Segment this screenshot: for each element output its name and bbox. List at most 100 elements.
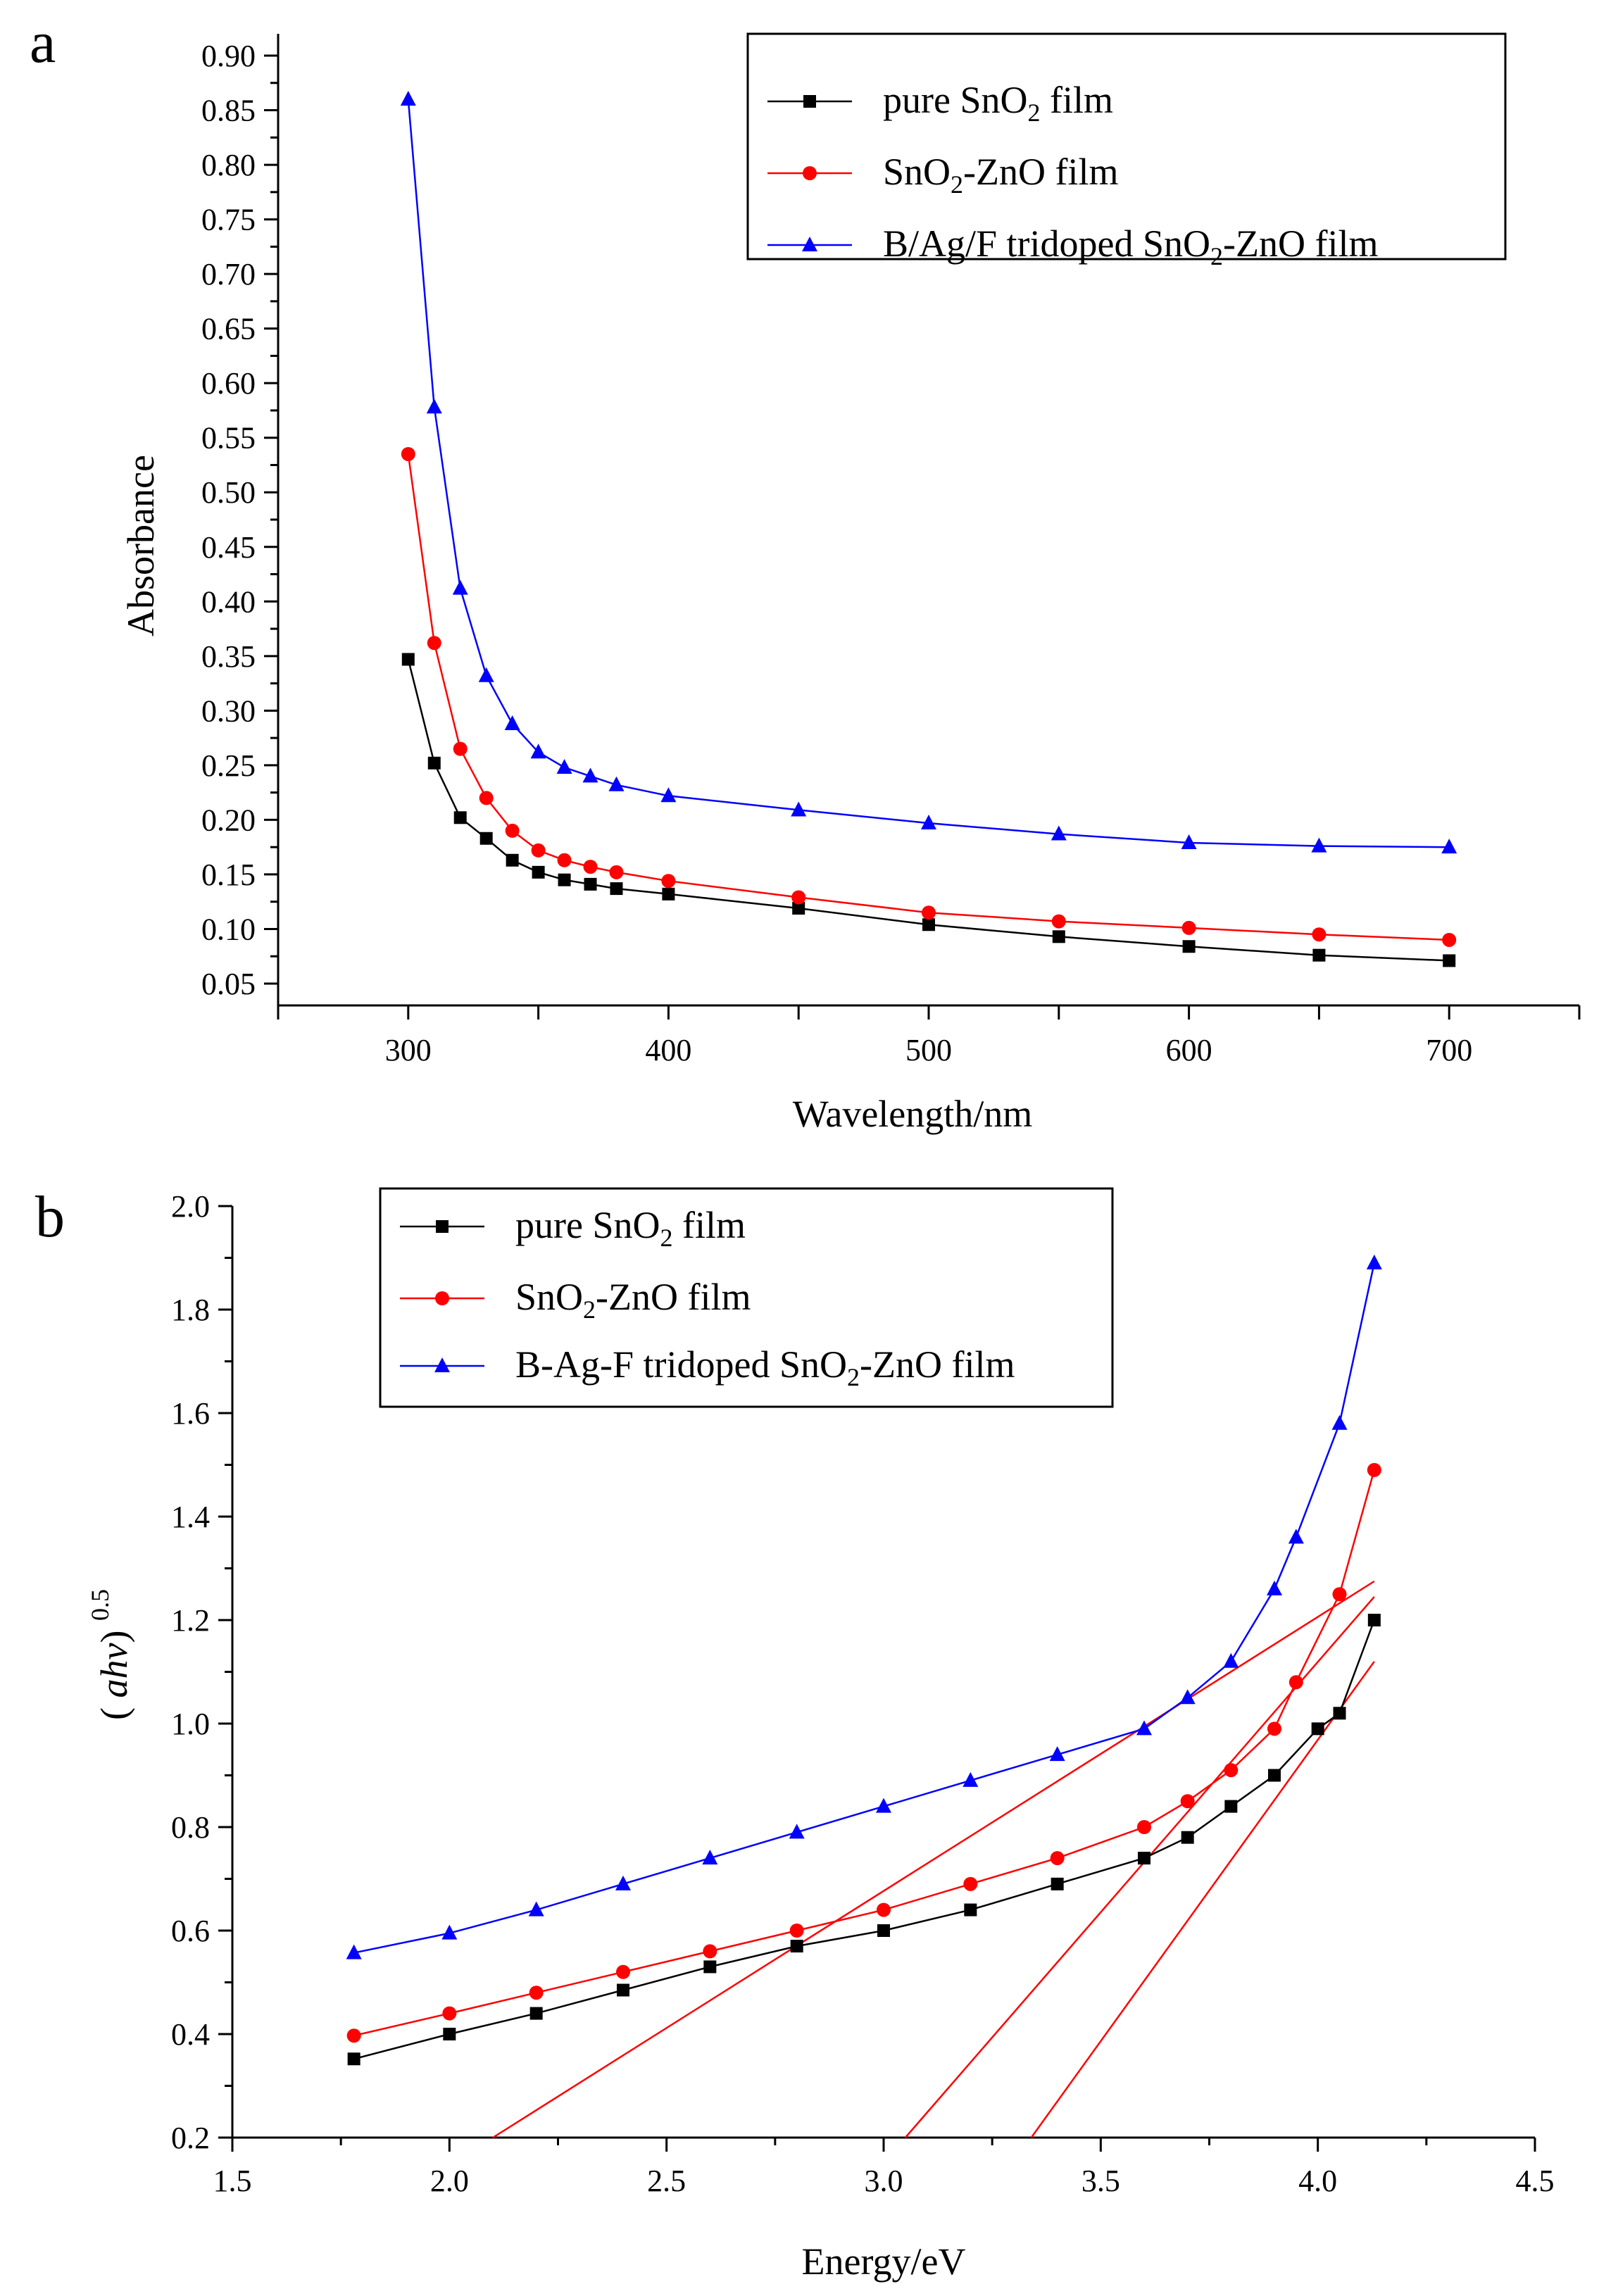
data-point: [1179, 1689, 1196, 1705]
data-point: [1268, 1769, 1281, 1782]
data-point: [1367, 1462, 1381, 1477]
x-tick-label: 700: [1426, 1033, 1472, 1067]
series-2: [401, 446, 1457, 947]
data-point: [791, 801, 807, 817]
data-point: [789, 1924, 804, 1938]
data-point: [1367, 1614, 1381, 1626]
y-tick-label: 0.65: [201, 312, 256, 346]
y-tick-label: 0.60: [201, 366, 256, 401]
x-tick-label: 3.5: [1081, 2164, 1120, 2198]
data-point: [426, 399, 442, 414]
data-point: [1182, 940, 1196, 953]
data-point: [1137, 1820, 1151, 1834]
data-point: [478, 667, 494, 682]
y-tick-label: 0.40: [201, 584, 256, 619]
data-point: [346, 1944, 362, 1959]
chart-panel-a: 300 400 500 600 700 0.05 0.10 0.15 0.20 0.25 0.30 0…: [30, 10, 1581, 1135]
data-point: [1443, 954, 1456, 967]
data-point: [557, 853, 572, 867]
legend-label: SnO2-ZnO film: [515, 1276, 751, 1324]
legend-box: [746, 32, 1507, 261]
data-point: [877, 1924, 890, 1937]
panel-label: b: [35, 1184, 65, 1250]
y-tick-label: 0.30: [201, 694, 256, 728]
data-point: [616, 1964, 630, 1979]
data-point: [615, 1875, 631, 1890]
data-point: [922, 918, 935, 931]
legend-marker: [436, 1220, 449, 1233]
series-line: [353, 1262, 1376, 1954]
data-point: [401, 446, 415, 461]
y-axis-title: Absorbance: [120, 455, 162, 636]
y-tick-label: 0.55: [201, 421, 256, 456]
x-tick-label: 1.5: [213, 2164, 252, 2198]
data-point: [963, 1876, 978, 1891]
data-point: [1049, 1746, 1065, 1762]
data-point: [529, 2007, 543, 2020]
series-line: [353, 1619, 1375, 2060]
data-point: [1288, 1675, 1303, 1690]
tangent-line: [492, 1580, 1375, 2139]
y-tick-label: 0.10: [201, 912, 256, 946]
data-point: [1181, 920, 1196, 935]
data-point: [964, 1903, 977, 1917]
data-point: [702, 1850, 718, 1865]
data-point: [401, 653, 415, 666]
data-point: [347, 2052, 360, 2066]
series-1: [347, 1614, 1381, 2066]
legend-marker: [435, 1291, 449, 1305]
series-line: [407, 99, 1450, 848]
data-point: [427, 636, 441, 651]
data-point: [617, 1983, 629, 1997]
y-tick-label: 1.2: [171, 1603, 210, 1638]
data-point: [427, 756, 441, 770]
data-point: [1333, 1707, 1346, 1720]
x-tick-label: 2.0: [430, 2164, 469, 2198]
y-tick-label: 0.85: [201, 94, 256, 128]
data-point: [792, 902, 805, 915]
data-point: [703, 1960, 717, 1974]
x-tick-label: 4.0: [1298, 2164, 1337, 2198]
data-point: [1051, 825, 1067, 841]
y-tick-label: 1.6: [171, 1396, 210, 1431]
legend: pure SnO2 film SnO2-ZnO film B-Ag-F tridop…: [379, 1187, 1114, 1408]
data-point: [1136, 1720, 1152, 1736]
data-point: [529, 1986, 544, 2000]
data-point: [662, 887, 675, 901]
data-point: [921, 815, 936, 830]
x-tick-label: 400: [645, 1033, 691, 1067]
data-point: [453, 741, 468, 756]
y-tick-label: 0.35: [201, 639, 256, 674]
x-tick-label: 500: [905, 1033, 952, 1067]
data-point: [442, 2006, 457, 2021]
data-point: [506, 853, 519, 867]
x-tick-label: 300: [385, 1033, 432, 1067]
y-tick-label: 0.45: [201, 530, 256, 565]
data-point: [1332, 1587, 1347, 1602]
y-tick-label: 0.90: [201, 39, 256, 73]
data-point: [1312, 927, 1327, 942]
data-point: [583, 860, 598, 874]
data-point: [789, 1824, 805, 1839]
data-point: [1138, 1852, 1150, 1865]
data-point: [584, 877, 597, 891]
data-point: [441, 1924, 458, 1940]
legend-box: [379, 1187, 1114, 1408]
x-tick-label: 600: [1166, 1033, 1212, 1067]
data-point: [1052, 930, 1065, 943]
data-point: [609, 865, 624, 879]
tangent-line: [1030, 1661, 1375, 2138]
y-tick-label: 2.0: [171, 1189, 210, 1224]
data-point: [443, 2028, 456, 2040]
data-point: [479, 791, 494, 805]
data-point: [504, 715, 520, 730]
series-1: [401, 653, 1456, 967]
data-point: [452, 579, 468, 595]
data-point: [400, 91, 416, 106]
legend: pure SnO2 film SnO2-ZnO film B/Ag/F tridop…: [746, 32, 1507, 270]
y-tick-label: 1.8: [171, 1293, 210, 1327]
y-tick-label: 0.15: [201, 858, 256, 892]
data-point: [1311, 837, 1327, 853]
data-point: [1311, 1722, 1324, 1736]
